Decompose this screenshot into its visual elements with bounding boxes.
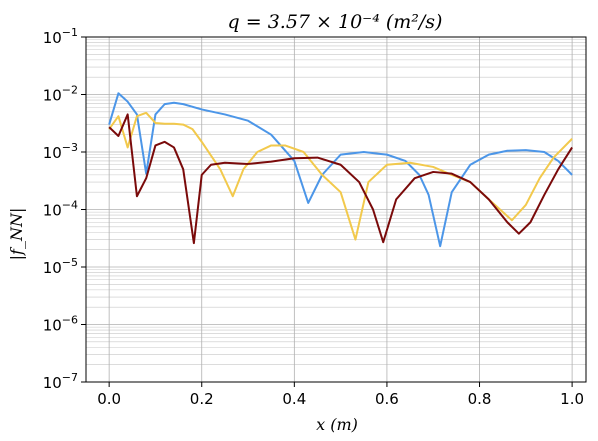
axis-ticks: 10−7 10−6 10−5 10−4 10−3 10−2 10−1 0.0 0.2 0.4 0.6… <box>43 26 584 408</box>
y-axis-label: |f_NN| <box>7 208 26 261</box>
y-tick-label: 10−5 <box>43 256 78 277</box>
chart-title: q = 3.57 × 10⁻⁴ (m²/s) <box>228 11 443 33</box>
y-tick-label: 10−7 <box>43 371 78 392</box>
x-tick-label: 0.0 <box>97 390 121 408</box>
grid <box>86 37 586 383</box>
y-tick-label: 10−4 <box>43 199 78 220</box>
x-tick-label: 0.6 <box>375 390 399 408</box>
series-layer <box>108 92 573 248</box>
x-tick-label: 1.0 <box>560 390 584 408</box>
x-tick-label: 0.4 <box>282 390 306 408</box>
y-tick-label: 10−3 <box>43 141 78 162</box>
x-tick-label: 0.2 <box>190 390 214 408</box>
y-tick-label: 10−1 <box>43 26 78 47</box>
x-axis-label: x (m) <box>316 415 358 434</box>
series-line-2 <box>108 111 573 241</box>
y-tick-label: 10−6 <box>43 314 78 335</box>
y-tick-label: 10−2 <box>43 84 78 105</box>
series-line-1 <box>108 92 573 248</box>
x-tick-label: 0.8 <box>468 390 492 408</box>
series-line-3 <box>108 113 573 245</box>
